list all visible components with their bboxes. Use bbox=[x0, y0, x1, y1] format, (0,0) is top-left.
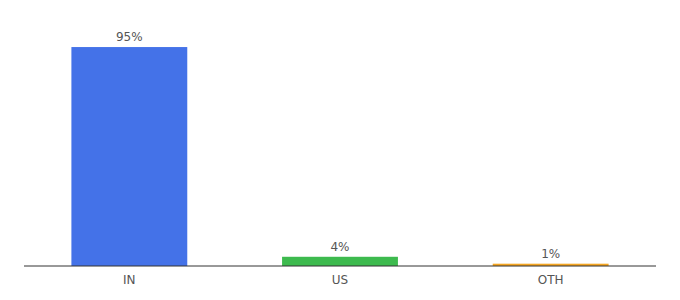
x-tick-label: US bbox=[332, 273, 348, 287]
x-tick-label: IN bbox=[123, 273, 136, 287]
data-label: 4% bbox=[330, 240, 349, 254]
chart-svg: IN US OTH 95% 4% 1% bbox=[0, 0, 680, 300]
bar bbox=[71, 47, 187, 266]
bars bbox=[71, 47, 608, 266]
page: {"chart_data": {"type": "bar", "categori… bbox=[0, 0, 680, 300]
x-tick-label: OTH bbox=[538, 273, 564, 287]
data-label: 1% bbox=[541, 247, 560, 261]
x-axis-line bbox=[24, 266, 656, 267]
chart-container: IN US OTH 95% 4% 1% bbox=[0, 0, 680, 300]
data-label: 95% bbox=[116, 30, 143, 44]
bar bbox=[282, 257, 398, 266]
